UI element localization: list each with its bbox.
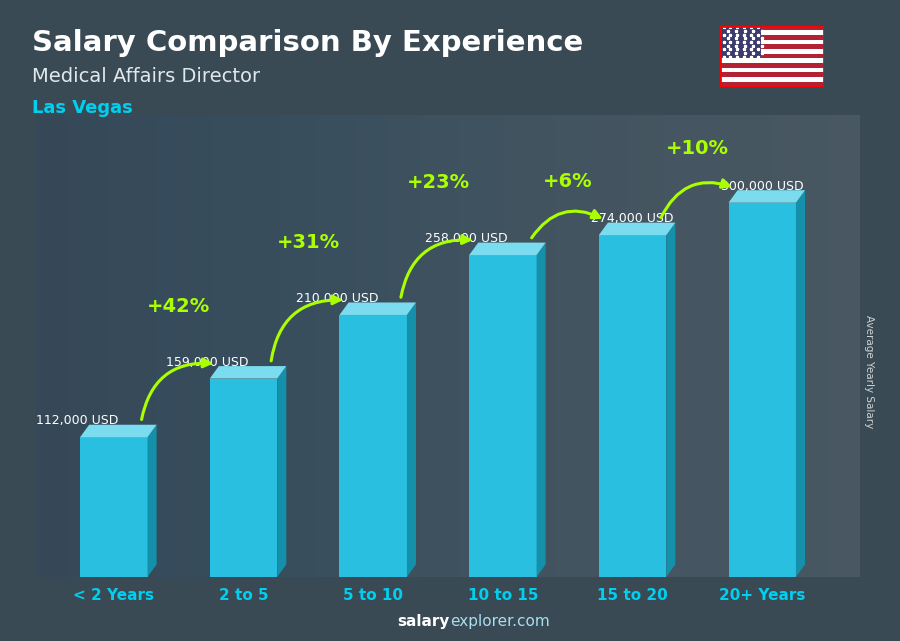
Text: 210,000 USD: 210,000 USD bbox=[295, 292, 378, 305]
Polygon shape bbox=[796, 190, 805, 577]
Bar bbox=[720, 26, 824, 30]
Polygon shape bbox=[148, 425, 157, 577]
Polygon shape bbox=[407, 303, 416, 577]
Bar bbox=[720, 77, 824, 82]
Text: +23%: +23% bbox=[407, 173, 470, 192]
Text: Las Vegas: Las Vegas bbox=[32, 99, 132, 117]
Bar bbox=[469, 255, 536, 577]
Text: Average Yearly Salary: Average Yearly Salary bbox=[863, 315, 874, 428]
Bar bbox=[720, 54, 824, 58]
Polygon shape bbox=[536, 242, 545, 577]
Polygon shape bbox=[666, 222, 675, 577]
Polygon shape bbox=[728, 190, 805, 203]
Bar bbox=[720, 58, 824, 63]
Polygon shape bbox=[277, 366, 286, 577]
Text: 300,000 USD: 300,000 USD bbox=[721, 179, 804, 193]
Polygon shape bbox=[339, 303, 416, 315]
Text: 159,000 USD: 159,000 USD bbox=[166, 356, 248, 369]
Bar bbox=[598, 235, 666, 577]
Bar bbox=[720, 35, 824, 40]
Text: explorer.com: explorer.com bbox=[450, 615, 550, 629]
Bar bbox=[720, 82, 824, 87]
Bar bbox=[720, 30, 824, 35]
Text: +31%: +31% bbox=[277, 233, 340, 252]
Bar bbox=[720, 72, 824, 77]
Text: 274,000 USD: 274,000 USD bbox=[591, 212, 674, 225]
Bar bbox=[728, 203, 796, 577]
Polygon shape bbox=[210, 366, 286, 379]
Polygon shape bbox=[469, 242, 545, 255]
Bar bbox=[720, 63, 824, 68]
Text: Medical Affairs Director: Medical Affairs Director bbox=[32, 67, 259, 87]
Text: +10%: +10% bbox=[666, 139, 729, 158]
Text: +6%: +6% bbox=[543, 172, 592, 190]
Text: 112,000 USD: 112,000 USD bbox=[36, 414, 119, 427]
Bar bbox=[720, 26, 761, 58]
Bar bbox=[339, 315, 407, 577]
Bar bbox=[80, 437, 148, 577]
Polygon shape bbox=[80, 425, 157, 437]
Bar bbox=[210, 379, 277, 577]
Bar bbox=[720, 40, 824, 44]
Bar bbox=[720, 68, 824, 72]
Text: 258,000 USD: 258,000 USD bbox=[425, 232, 508, 245]
Bar bbox=[720, 49, 824, 54]
Text: salary: salary bbox=[398, 615, 450, 629]
Text: Salary Comparison By Experience: Salary Comparison By Experience bbox=[32, 29, 583, 57]
Text: +42%: +42% bbox=[147, 297, 211, 315]
Bar bbox=[720, 44, 824, 49]
Polygon shape bbox=[598, 222, 675, 235]
